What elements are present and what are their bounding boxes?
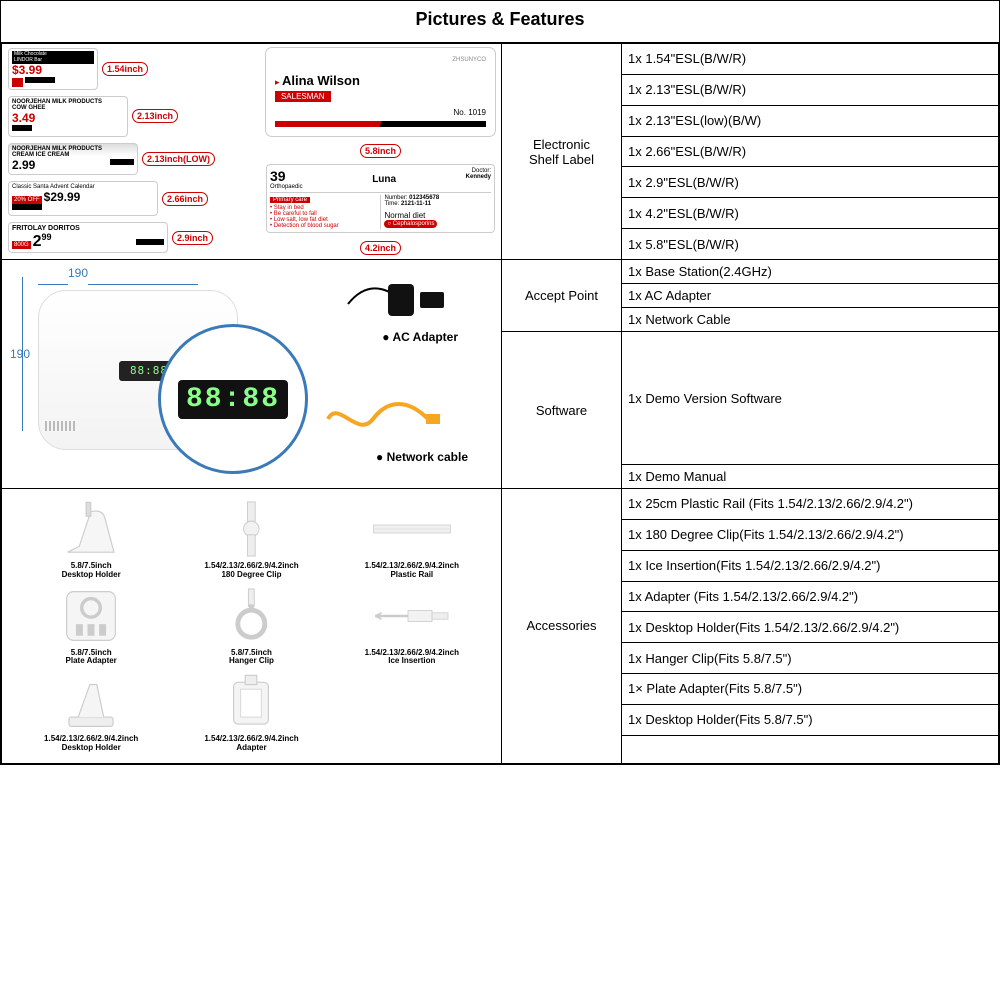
alina-card: ZHSUNYCO ▸ Alina Wilson SALESMAN No. 101… (266, 48, 495, 136)
network-cable-icon (318, 394, 448, 444)
plastic-rail-icon (335, 499, 489, 559)
hanger-clip-icon (174, 586, 328, 646)
accessories-picture: 5.8/7.5inch Desktop Holder 1.54/2.13/2.6… (2, 489, 502, 764)
acc-item: 1x Ice Insertion(Fits 1.54/2.13/2.66/2.9… (622, 550, 999, 581)
ap-item: 1x Network Cable (622, 308, 999, 332)
adapter-label: AC Adapter (382, 330, 458, 344)
acc-item: 1x 180 Degree Clip(Fits 1.54/2.13/2.66/2… (622, 519, 999, 550)
acc-item: 1x Adapter (Fits 1.54/2.13/2.66/2.9/4.2"… (622, 581, 999, 612)
desktop-holder-small-icon (14, 672, 168, 732)
esl-item: 1x 2.9"ESL(B/W/R) (622, 167, 999, 198)
acc-item: 1x Hanger Clip(Fits 5.8/7.5") (622, 643, 999, 674)
tag3-price: 2.99 (12, 158, 35, 172)
esl-picture: Milk Chocolate LINDOR Bar $3.99 1.54inch… (2, 44, 502, 260)
ap-item: 1x Base Station(2.4GHz) (622, 260, 999, 284)
acc-item: 1x 25cm Plastic Rail (Fits 1.54/2.13/2.6… (622, 489, 999, 520)
size4: 2.66inch (162, 192, 208, 206)
degree-clip-icon (174, 499, 328, 559)
tag4-price: $29.99 (44, 190, 81, 204)
size-big2: 4.2inch (360, 241, 401, 255)
esl-item: 1x 2.13"ESL(low)(B/W) (622, 105, 999, 136)
zoom-circle: 88:88 (158, 324, 308, 474)
size1: 1.54inch (102, 62, 148, 76)
acc-item: 1x Desktop Holder(Fits 1.54/2.13/2.66/2.… (622, 612, 999, 643)
size5: 2.9inch (172, 231, 213, 245)
plate-adapter-icon (14, 586, 168, 646)
esl-item: 1x 2.13"ESL(B/W/R) (622, 74, 999, 105)
size2: 2.13inch (132, 109, 178, 123)
ice-insertion-icon (335, 586, 489, 646)
cat-acc: Accessories (502, 489, 622, 764)
luna-card: 39Orthopaedic Luna Doctor:Kennedy Primar… (266, 164, 495, 233)
cable-label: Network cable (376, 450, 468, 464)
cat-esl: Electronic Shelf Label (502, 44, 622, 260)
sw-item: 1x Demo Manual (622, 465, 999, 489)
acc-item (622, 735, 999, 763)
size-big1: 5.8inch (360, 144, 401, 158)
acc-item: 1× Plate Adapter(Fits 5.8/7.5") (622, 674, 999, 705)
cat-sw: Software (502, 332, 622, 489)
features-table: Milk Chocolate LINDOR Bar $3.99 1.54inch… (1, 43, 999, 764)
esl-item: 1x 2.66"ESL(B/W/R) (622, 136, 999, 167)
main-container: Pictures & Features Milk Chocolate LINDO… (0, 0, 1000, 765)
ap-item: 1x AC Adapter (622, 284, 999, 308)
esl-item: 1x 4.2"ESL(B/W/R) (622, 198, 999, 229)
ac-adapter-icon (338, 274, 448, 324)
adapter-icon (174, 672, 328, 732)
esl-item: 1x 5.8"ESL(B/W/R) (622, 229, 999, 260)
basestation-picture: 190 190 88:88 88:88 AC Adapter N (2, 260, 502, 489)
size3: 2.13inch(LOW) (142, 152, 215, 166)
tag2-title: NOORJEHAN MILK PRODUCTS COW GHEE (12, 99, 124, 112)
sw-item: 1x Demo Version Software (622, 332, 999, 465)
esl-item: 1x 1.54"ESL(B/W/R) (622, 44, 999, 75)
tag2-price: 3.49 (12, 112, 124, 125)
desktop-holder-icon (14, 499, 168, 559)
cat-ap: Accept Point (502, 260, 622, 332)
tag1-price: $3.99 (12, 64, 94, 77)
page-title: Pictures & Features (1, 1, 999, 43)
acc-item: 1x Desktop Holder(Fits 5.8/7.5") (622, 704, 999, 735)
